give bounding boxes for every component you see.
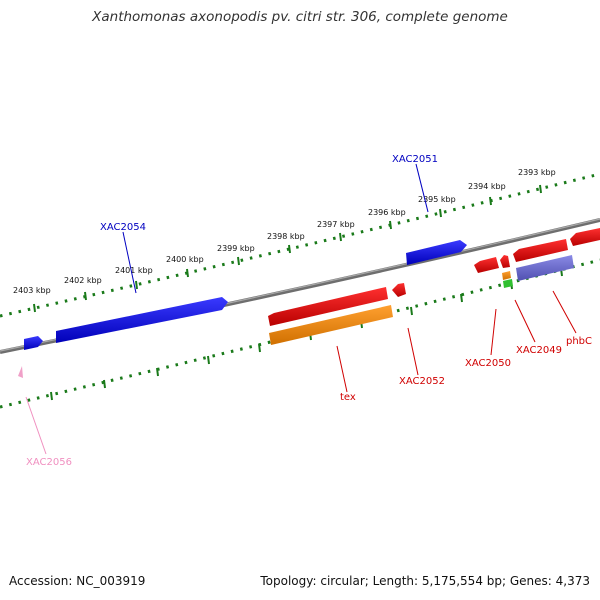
scale-label-2399: 2399 kbp xyxy=(217,244,255,253)
scale-label-2397: 2397 kbp xyxy=(317,220,355,229)
footer-accession: Accession: NC_003919 xyxy=(9,574,146,588)
gene-xac2051[interactable] xyxy=(406,240,467,265)
gene-labels: XAC2051 XAC2054 tex XAC2052 XAC2050 XAC2… xyxy=(26,154,592,468)
label-xac2049: XAC2049 xyxy=(516,345,562,356)
gene-tex[interactable] xyxy=(268,287,388,326)
scale-label-2402: 2402 kbp xyxy=(64,276,102,285)
gene-xac2055[interactable] xyxy=(24,336,43,350)
label-xac2054: XAC2054 xyxy=(100,222,146,233)
label-xac2056: XAC2056 xyxy=(26,457,72,468)
label-tex: tex xyxy=(340,392,356,403)
gene-phbc-red[interactable] xyxy=(570,228,600,246)
scale-label-2395: 2395 kbp xyxy=(418,195,456,204)
gene-xac2056[interactable] xyxy=(18,366,23,378)
outer-scale-ring xyxy=(0,172,600,318)
scale-labels: 2393 kbp 2394 kbp 2395 kbp 2396 kbp 2397… xyxy=(13,168,556,295)
label-connectors xyxy=(25,163,577,455)
gene-xac2050[interactable] xyxy=(474,257,499,273)
gene-xac2050b[interactable] xyxy=(500,255,510,268)
label-xac2050: XAC2050 xyxy=(465,358,511,369)
label-xac2052: XAC2052 xyxy=(399,376,445,387)
scale-label-2394: 2394 kbp xyxy=(468,182,506,191)
footer-summary: Topology: circular; Length: 5,175,554 bp… xyxy=(260,574,590,588)
outer-major-ticks xyxy=(33,184,542,313)
scale-label-2403: 2403 kbp xyxy=(13,286,51,295)
scale-label-2400: 2400 kbp xyxy=(166,255,204,264)
inner-scale-ring xyxy=(0,258,600,409)
scale-label-2393: 2393 kbp xyxy=(518,168,556,177)
map-title: Xanthomonas axonopodis pv. citri str. 30… xyxy=(92,9,508,25)
scale-label-2398: 2398 kbp xyxy=(267,232,305,241)
gene-xac2052[interactable] xyxy=(392,283,406,297)
label-xac2051: XAC2051 xyxy=(392,154,438,165)
cds-phbc[interactable] xyxy=(516,255,574,281)
label-phbc: phbC xyxy=(566,336,592,347)
rna-xac2050[interactable] xyxy=(503,279,513,288)
cds-tex[interactable] xyxy=(269,305,393,345)
gene-xac2054[interactable] xyxy=(56,297,228,343)
gene-xac2049[interactable] xyxy=(513,239,568,262)
scale-label-2396: 2396 kbp xyxy=(368,208,406,217)
scale-label-2401: 2401 kbp xyxy=(115,266,153,275)
cds-xac2050[interactable] xyxy=(502,271,511,280)
